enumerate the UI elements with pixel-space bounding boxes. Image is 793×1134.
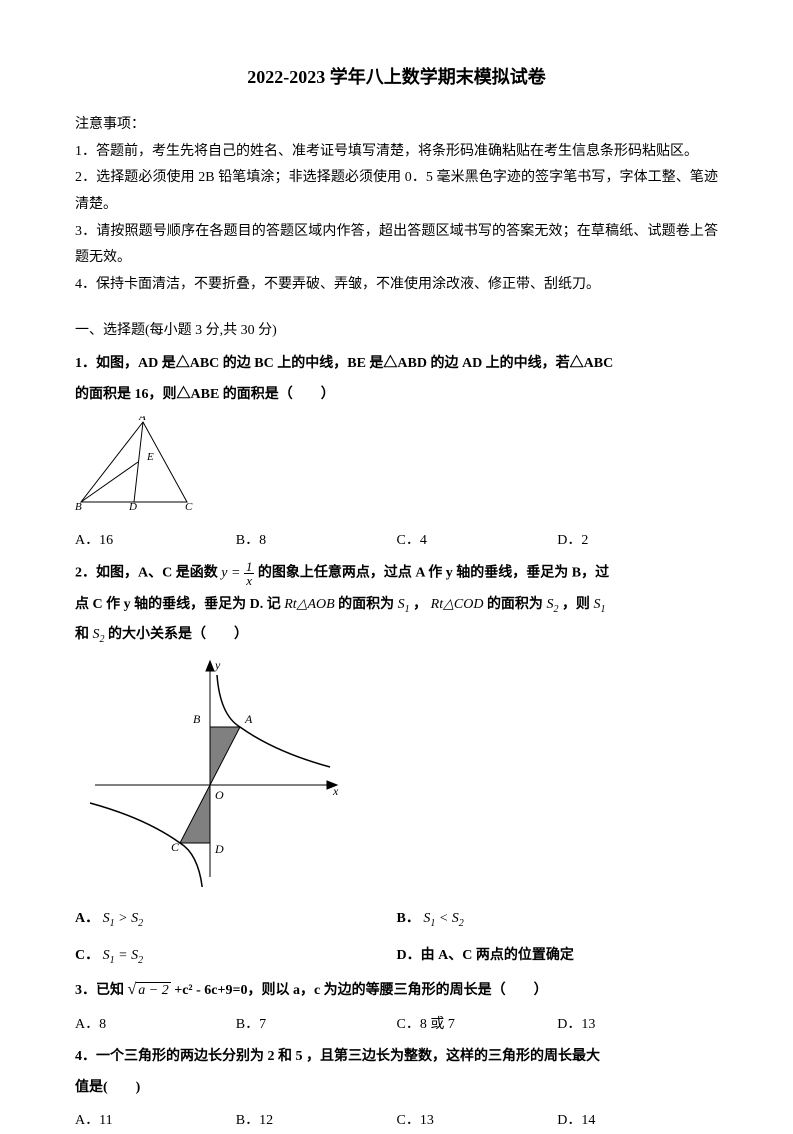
- svg-text:E: E: [146, 451, 154, 463]
- q4-opt-b: B．12: [236, 1108, 397, 1134]
- notice-item-4: 4．保持卡面清洁，不要折叠，不要弄破、弄皱，不准使用涂改液、修正带、刮纸刀。: [75, 272, 718, 299]
- svg-text:A: A: [244, 712, 253, 726]
- q4-opt-a: A．11: [75, 1108, 236, 1134]
- q1-figure: A B C D E: [75, 416, 718, 522]
- q3-opt-a: A．8: [75, 1012, 236, 1039]
- svg-text:B: B: [193, 712, 201, 726]
- q2-figure: y x O A B C D: [75, 657, 718, 898]
- q1-opt-a: A．16: [75, 528, 236, 555]
- q2-opt-c-math: S1 = S2: [103, 948, 143, 963]
- q2-line-c: 和 S2 的大小关系是（ ）: [75, 622, 718, 649]
- notice-item-3: 3．请按照题号顺序在各题目的答题区域内作答，超出答题区域书写的答案无效；在草稿纸…: [75, 219, 718, 272]
- q3-line: 3．已知 √a − 2 +c² - 6c+9=0，则以 a，c 为边的等腰三角形…: [75, 975, 718, 1005]
- q1-options: A．16 B．8 C．4 D．2: [75, 528, 718, 555]
- q2-b-mid3: 的面积为: [487, 597, 547, 612]
- triangle-diagram: A B C D E: [75, 416, 195, 511]
- q2-opt-b: B． S1 < S2: [397, 906, 719, 933]
- q2-c-post: 的大小关系是（ ）: [108, 627, 248, 642]
- q2-line-b: 点 C 作 y 轴的垂线，垂足为 D. 记 Rt△AOB 的面积为 S1 ， R…: [75, 592, 718, 619]
- q1-opt-c: C．4: [397, 528, 558, 555]
- svg-text:D: D: [128, 501, 137, 511]
- svg-text:C: C: [185, 501, 193, 511]
- svg-text:B: B: [75, 501, 82, 511]
- q2-a-post: 的图象上任意两点，过点 A 作 y 轴的垂线，垂足为 B，过: [258, 566, 609, 581]
- q3-mid: +c² - 6c+9=0，则以 a，c 为边的等腰三角形的周长是（ ）: [174, 983, 547, 998]
- page-title: 2022-2023 学年八上数学期末模拟试卷: [75, 60, 718, 94]
- svg-text:y: y: [214, 658, 221, 672]
- q1-opt-d: D．2: [557, 528, 718, 555]
- q2-formula: y =: [221, 566, 244, 581]
- q3-options: A．8 B．7 C．8 或 7 D．13: [75, 1012, 718, 1039]
- q2-s2: S2: [546, 597, 558, 612]
- q3-opt-d: D．13: [557, 1012, 718, 1039]
- q2-rtaob: Rt△AOB: [284, 597, 334, 612]
- q2-b-mid1: 的面积为: [338, 597, 398, 612]
- q2-opt-a-math: S1 > S2: [103, 911, 143, 926]
- q2-rtcod: Rt△COD: [431, 597, 484, 612]
- q2-c-pre: 和: [75, 627, 93, 642]
- notice-heading: 注意事项：: [75, 112, 718, 139]
- svg-text:O: O: [215, 788, 224, 802]
- q2-opt-b-math: S1 < S2: [423, 911, 463, 926]
- q2-s1b: S1: [593, 597, 605, 612]
- q1-line-a: 1．如图，AD 是△ABC 的边 BC 上的中线，BE 是△ABD 的边 AD …: [75, 351, 718, 378]
- q3-opt-c: C．8 或 7: [397, 1012, 558, 1039]
- q4-opt-d: D．14: [557, 1108, 718, 1134]
- q3-sqrt: √a − 2: [128, 975, 171, 1005]
- svg-text:D: D: [214, 842, 224, 856]
- q2-b-pre: 点 C 作 y 轴的垂线，垂足为 D. 记: [75, 597, 284, 612]
- q2-opt-c-label: C．: [75, 948, 99, 963]
- q3-opt-b: B．7: [236, 1012, 397, 1039]
- q4-line-b: 值是( ): [75, 1075, 718, 1102]
- q2-s1: S1: [398, 597, 410, 612]
- q2-frac: 1x: [244, 560, 255, 587]
- q2-opt-b-label: B．: [397, 911, 420, 926]
- svg-text:x: x: [332, 784, 339, 798]
- q3-pre: 3．已知: [75, 983, 124, 998]
- notice-item-1: 1．答题前，考生先将自己的姓名、准考证号填写清楚，将条形码准确粘贴在考生信息条形…: [75, 139, 718, 166]
- q2-opt-c: C． S1 = S2: [75, 943, 397, 970]
- notice-item-2: 2．选择题必须使用 2B 铅笔填涂；非选择题必须使用 0．5 毫米黑色字迹的签字…: [75, 165, 718, 218]
- svg-text:A: A: [138, 416, 146, 423]
- hyperbola-diagram: y x O A B C D: [75, 657, 345, 887]
- q4-opt-c: C．13: [397, 1108, 558, 1134]
- q2-line-a: 2．如图，A、C 是函数 y = 1x 的图象上任意两点，过点 A 作 y 轴的…: [75, 560, 718, 587]
- section-1-heading: 一、选择题(每小题 3 分,共 30 分): [75, 318, 718, 345]
- q2-b-post: ，则: [562, 597, 594, 612]
- q2-options: A． S1 > S2 B． S1 < S2 C． S1 = S2 D．由 A、C…: [75, 906, 718, 970]
- q2-s2b: S2: [93, 627, 105, 642]
- q4-line-a: 4．一个三角形的两边长分别为 2 和 5 ，且第三边长为整数，这样的三角形的周长…: [75, 1044, 718, 1071]
- q2-opt-a: A． S1 > S2: [75, 906, 397, 933]
- q1-opt-b: B．8: [236, 528, 397, 555]
- q2-opt-a-label: A．: [75, 911, 99, 926]
- svg-text:C: C: [171, 840, 180, 854]
- q2-b-mid2: ，: [413, 597, 427, 612]
- q2-a-pre: 2．如图，A、C 是函数: [75, 566, 221, 581]
- q1-line-b: 的面积是 16，则△ABE 的面积是（ ）: [75, 382, 718, 409]
- q4-options: A．11 B．12 C．13 D．14: [75, 1108, 718, 1134]
- q2-opt-d: D．由 A、C 两点的位置确定: [397, 943, 719, 970]
